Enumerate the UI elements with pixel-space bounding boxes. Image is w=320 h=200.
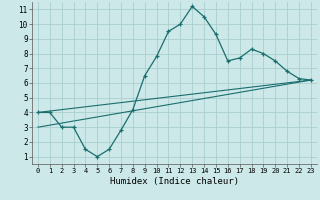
X-axis label: Humidex (Indice chaleur): Humidex (Indice chaleur) bbox=[110, 177, 239, 186]
